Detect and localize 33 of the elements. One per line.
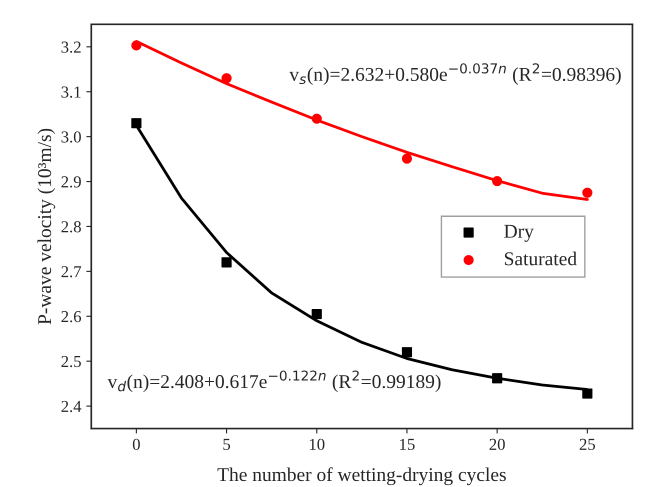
point [221, 73, 232, 84]
y-tick-label: 2.7 [61, 266, 82, 278]
x-tick-label: 5 [223, 438, 230, 450]
point [402, 154, 412, 164]
point [402, 347, 412, 358]
x-axis-title: The number of wetting-drying cycles [218, 467, 506, 486]
y-tick-label: 3.2 [62, 42, 81, 53]
y-tick-label: 2.4 [61, 400, 82, 412]
x-tick-label: 10 [310, 438, 324, 450]
point [312, 114, 322, 124]
annotation: v$_{s}$(n)=2.632+0.580e$^{−0.037n}$ (R$^{2}$=0.98396) [289, 63, 621, 85]
y-tick-label: 2.8 [61, 221, 81, 232]
point [131, 40, 142, 51]
point [492, 373, 502, 384]
y-tick-label: 3.1 [62, 86, 81, 98]
legend-label: Saturated [504, 252, 577, 266]
x-tick-label: 20 [490, 438, 505, 450]
point [312, 308, 322, 320]
y-axis-title: P-wave velocity (10³m/s) [37, 128, 56, 324]
x-tick-label: 15 [400, 438, 415, 450]
y-tick-label: 2.9 [61, 176, 81, 188]
x-tick-label: 25 [580, 438, 596, 450]
x-tick-label: 0 [132, 438, 140, 450]
y-tick-label: 3.0 [62, 131, 81, 143]
annotation: v$_{d}$(n)=2.408+0.617e$^{−0.122n}$ (R$^{2}$=0.99189) [108, 370, 441, 392]
point [492, 176, 502, 186]
point [582, 188, 592, 198]
y-tick-label: 2.5 [61, 356, 81, 368]
legend-label: Dry [504, 224, 534, 242]
point [131, 118, 142, 128]
point [582, 388, 592, 399]
point [221, 257, 232, 268]
y-tick-label: 2.6 [61, 311, 82, 322]
